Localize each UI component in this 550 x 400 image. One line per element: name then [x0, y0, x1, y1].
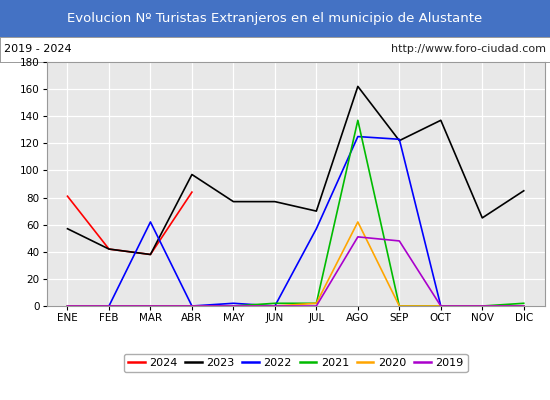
- Text: 2019 - 2024: 2019 - 2024: [4, 44, 72, 54]
- Text: Evolucion Nº Turistas Extranjeros en el municipio de Alustante: Evolucion Nº Turistas Extranjeros en el …: [67, 12, 483, 25]
- Legend: 2024, 2023, 2022, 2021, 2020, 2019: 2024, 2023, 2022, 2021, 2020, 2019: [124, 354, 468, 372]
- Text: http://www.foro-ciudad.com: http://www.foro-ciudad.com: [390, 44, 546, 54]
